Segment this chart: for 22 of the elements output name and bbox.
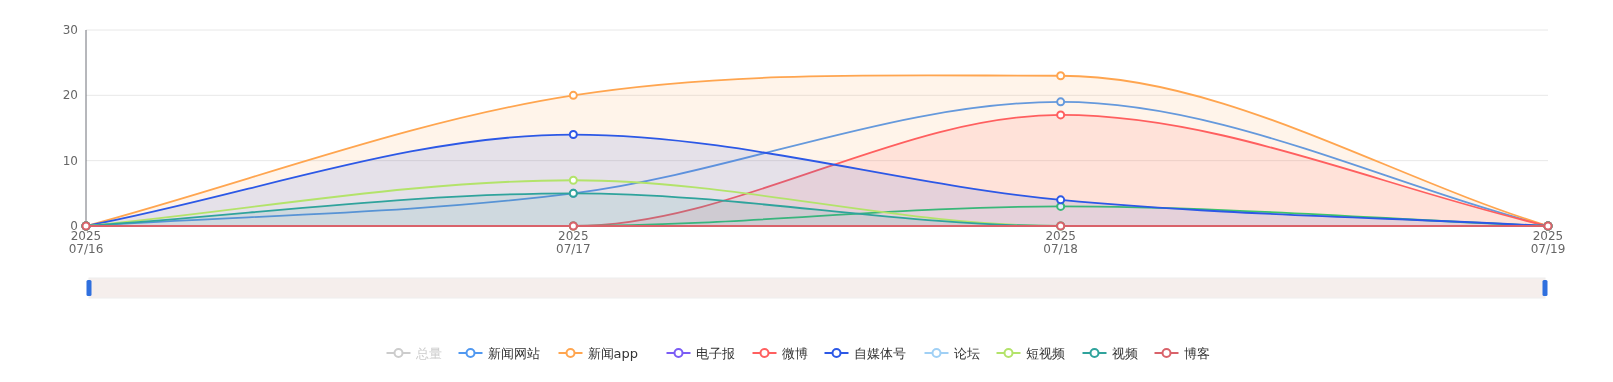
legend-label: 论坛	[953, 346, 980, 361]
point	[1056, 110, 1066, 120]
legend-label: 电子报	[695, 346, 735, 361]
y-tick-label: 20	[62, 88, 78, 103]
point	[568, 130, 578, 140]
x-tick-label: 2025 07/19	[1530, 229, 1566, 256]
x-tick-label: 2025 07/17	[556, 229, 591, 256]
x-tick-label: 2025 07/18	[1043, 229, 1078, 256]
legend-label: 视频	[1111, 346, 1138, 361]
y-tick-label: 30	[62, 23, 78, 37]
legend-label: 博客	[1183, 346, 1210, 361]
legend-label: 短视频	[1025, 346, 1065, 361]
legend-label: 新闻网站	[487, 346, 540, 361]
y-tick-label: 10	[62, 153, 78, 168]
point	[568, 175, 578, 185]
point	[1056, 195, 1066, 205]
legend-label: 自媒体号	[853, 346, 906, 361]
legend-label: 微博	[781, 346, 808, 361]
point	[568, 90, 578, 100]
point	[1056, 71, 1066, 81]
point	[1056, 97, 1066, 107]
legend-label: 新闻app	[587, 346, 638, 361]
